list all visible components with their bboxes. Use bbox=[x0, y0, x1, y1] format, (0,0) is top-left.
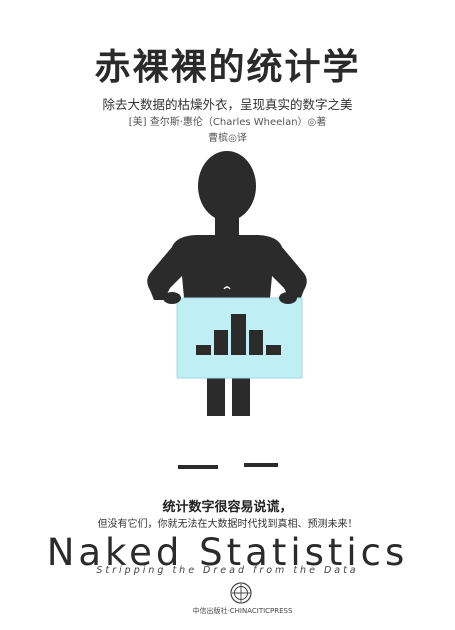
cover-tagline-2: 但没有它们，你就无法在大数据时代找到真相、预测未来！ bbox=[97, 519, 358, 530]
cover-translator: 曹槟◎译 bbox=[208, 133, 247, 144]
figure-neck bbox=[215, 214, 239, 236]
publisher-block: 中信出版社·CHINACITICPRESS bbox=[185, 582, 305, 616]
citic-logo-icon bbox=[230, 582, 252, 604]
figure-navel bbox=[223, 286, 231, 290]
figure-head bbox=[198, 151, 256, 221]
figure-right-hand bbox=[279, 292, 297, 304]
cover-subtitle-en: Stripping the Dread from the Data bbox=[96, 565, 359, 576]
figure-torso bbox=[147, 235, 307, 300]
publisher-name: 中信出版社·CHINACITICPRESS bbox=[192, 607, 293, 615]
figure-right-foot bbox=[244, 463, 278, 467]
figure-left-hand bbox=[163, 292, 181, 304]
cover-subtitle-cn: 除去大数据的枯燥外衣，呈现真实的数字之美 bbox=[102, 97, 353, 112]
figure-left-leg bbox=[207, 370, 225, 416]
cover-title-en: Naked Statistics bbox=[46, 531, 409, 574]
cover-title-cn: 赤裸裸的统计学 bbox=[94, 46, 361, 88]
cover-tagline-1: 统计数字很容易说谎， bbox=[162, 500, 293, 515]
histogram-icon bbox=[196, 314, 281, 355]
cover-authors: [美] 查尔斯·惠伦（Charles Wheelan）◎著 bbox=[128, 117, 327, 128]
figure-left-foot bbox=[178, 465, 218, 469]
figure-right-leg bbox=[232, 370, 250, 416]
man-silhouette-icon bbox=[147, 151, 307, 469]
